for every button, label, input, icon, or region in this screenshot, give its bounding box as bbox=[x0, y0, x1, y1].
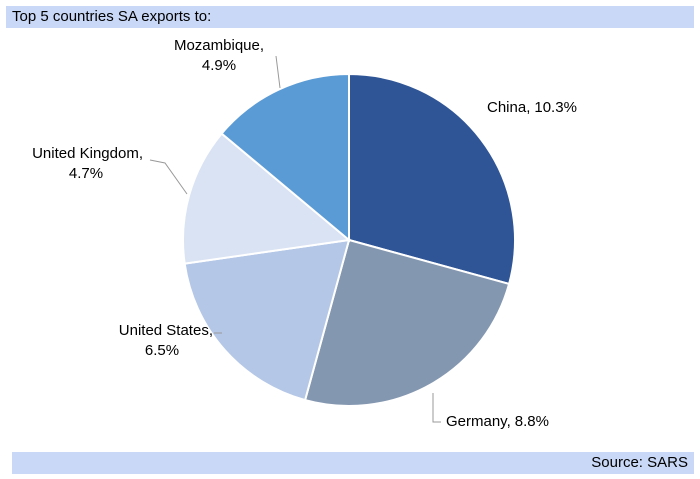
value-label: 4.7% bbox=[69, 165, 103, 182]
data-label: United Kingdom, bbox=[32, 145, 143, 162]
separator: , bbox=[209, 322, 213, 339]
data-label: Mozambique, bbox=[174, 37, 264, 54]
value-label: 10.3% bbox=[534, 99, 577, 116]
category-name: Mozambique bbox=[174, 37, 260, 54]
category-name: United Kingdom bbox=[32, 145, 139, 162]
data-label: Germany, 8.8% bbox=[446, 413, 549, 430]
value-label: 8.8% bbox=[515, 413, 549, 430]
category-name: China bbox=[487, 99, 527, 116]
pie-slice bbox=[303, 238, 511, 407]
pie-slice bbox=[183, 238, 351, 402]
value-label: 4.9% bbox=[202, 57, 236, 74]
separator: , bbox=[260, 37, 264, 54]
source-bar bbox=[12, 452, 694, 474]
title-bar bbox=[6, 6, 694, 28]
pie-slice bbox=[348, 72, 516, 286]
pie-slice bbox=[182, 132, 352, 265]
leader-line bbox=[149, 159, 188, 195]
pie-slice bbox=[220, 72, 350, 243]
chart-title: Top 5 countries SA exports to: bbox=[12, 8, 211, 25]
leader-lines bbox=[149, 55, 441, 423]
source: Source: SARS bbox=[591, 454, 688, 471]
separator: , bbox=[139, 145, 143, 162]
value-label: 6.5% bbox=[145, 342, 179, 359]
separator: , bbox=[507, 413, 511, 430]
category-name: Germany bbox=[446, 413, 508, 430]
separator: , bbox=[526, 99, 530, 116]
data-label: China, 10.3% bbox=[487, 99, 577, 116]
data-label: United States, bbox=[119, 322, 213, 339]
leader-line bbox=[432, 393, 441, 423]
leader-line bbox=[275, 55, 281, 89]
category-name: United States bbox=[119, 322, 209, 339]
